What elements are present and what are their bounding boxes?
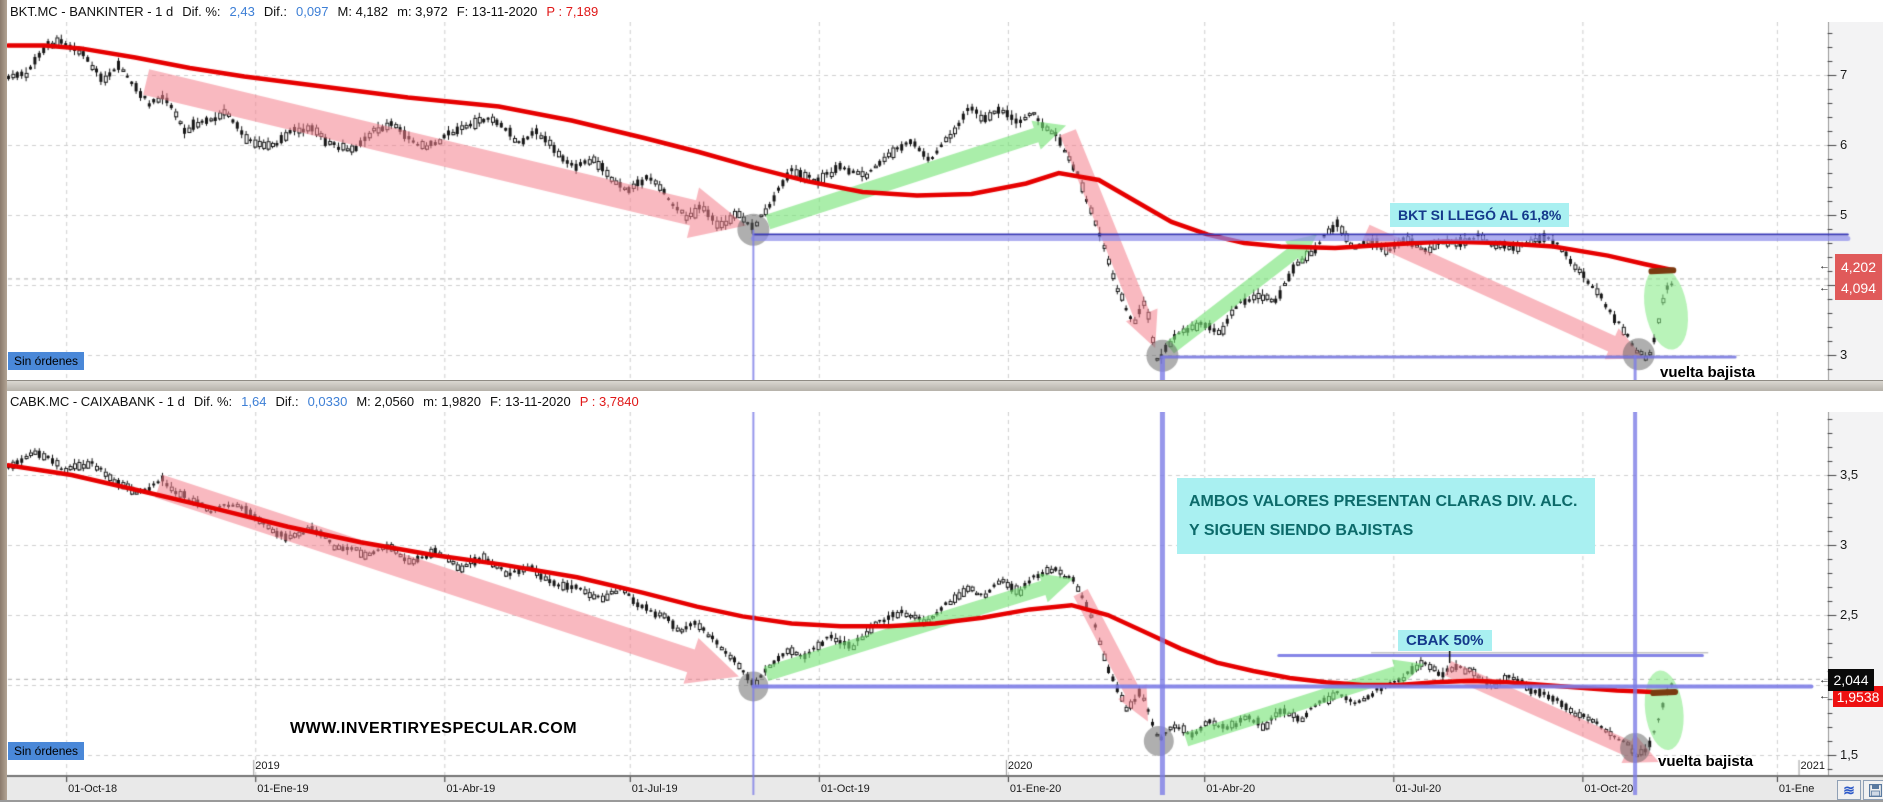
cabk-no-orders-badge[interactable]: Sin órdenes	[8, 742, 85, 760]
header-field: M: 2,0560	[356, 394, 415, 409]
cabk-last-price-badge: 2,044	[1828, 669, 1874, 691]
x-axis-date-label: 01-Jul-19	[631, 783, 678, 795]
bkt-last-price-badge: 4,094	[1835, 276, 1882, 300]
header-field: CABK.MC - CAIXABANK - 1 d	[10, 394, 185, 409]
cbak-fifty-pct-label: CBAK 50%	[1398, 630, 1492, 651]
header-field: 2,43	[229, 4, 255, 19]
header-field: Dif. %:	[193, 394, 233, 409]
x-axis-year-label: 2019	[255, 760, 280, 772]
left-edge-strip	[0, 0, 7, 800]
bkt-ma-price-badge: 4,202	[1835, 254, 1882, 279]
header-field: BKT.MC - BANKINTER - 1 d	[10, 4, 174, 19]
header-field: Dif.:	[275, 394, 299, 409]
cabk-ma-axis-arrow-icon: ←	[1819, 690, 1830, 702]
y-axis-label: 7	[1840, 67, 1848, 82]
header-field: Dif.:	[263, 4, 287, 19]
cabk-header: CABK.MC - CAIXABANK - 1 d Dif. %: 1,64 Dif.…	[10, 391, 1883, 412]
watermark-text: WWW.INVERTIRYESPECULAR.COM	[290, 720, 578, 737]
x-axis-date-label: 01-Ene-20	[1009, 783, 1062, 795]
bkt-ma-axis-arrow-icon: ←	[1819, 260, 1830, 272]
zigzag-icon: ≋	[1843, 781, 1855, 798]
header-field: Dif. %:	[182, 4, 221, 19]
cabk-price-axis-arrow-icon: ←	[1819, 674, 1830, 686]
y-axis-label: 3,5	[1840, 467, 1859, 482]
x-axis-date-label: 01-Abr-20	[1206, 783, 1256, 795]
y-axis-label: 2,5	[1840, 607, 1859, 622]
x-axis-date-label: 01-Ene	[1778, 783, 1815, 795]
header-field: 0,0330	[307, 394, 348, 409]
chart-mode-button[interactable]: ≋	[1837, 780, 1861, 800]
y-axis-label: 5	[1840, 207, 1848, 222]
cabk-chart-canvas[interactable]	[0, 412, 1883, 800]
bkt-vuelta-bajista-label: vuelta bajista	[1660, 364, 1756, 381]
x-axis-date-label: 01-Ene-19	[257, 783, 309, 795]
header-field: P : 7,189	[546, 4, 599, 19]
cabk-vuelta-bajista-label: vuelta bajista	[1658, 753, 1754, 770]
header-field: 1,64	[241, 394, 267, 409]
header-field: 0,097	[295, 4, 329, 19]
bkt-no-orders-badge[interactable]: Sin órdenes	[8, 352, 85, 370]
cabk-ma-price-badge: 1,9538	[1833, 686, 1883, 707]
pane-divider[interactable]	[0, 380, 1883, 391]
divergence-note-box: AMBOS VALORES PRESENTAN CLARAS DIV. ALC.…	[1177, 478, 1595, 554]
bkt-fibonacci-label: BKT SI LLEGÓ AL 61,8%	[1390, 203, 1570, 227]
save-icon	[1868, 783, 1882, 797]
y-axis-label: 1,5	[1840, 747, 1859, 762]
header-field: F: 13-11-2020	[489, 394, 571, 409]
y-axis-label: 3	[1840, 537, 1848, 552]
x-axis-date-label: 01-Oct-20	[1584, 783, 1634, 795]
divergence-note-line2: Y SIGUEN SIENDO BAJISTAS	[1189, 522, 1414, 539]
bkt-price-axis-arrow-icon: ←	[1819, 282, 1830, 294]
bkt-header: BKT.MC - BANKINTER - 1 d Dif. %: 2,43 Dif.:…	[10, 1, 1883, 22]
y-axis-label: 6	[1840, 137, 1848, 152]
x-axis-date-label: 01-Jul-20	[1395, 783, 1442, 795]
x-axis-year-label: 2020	[1007, 760, 1033, 772]
header-field: m: 3,972	[397, 4, 448, 19]
x-axis-date-label: 01-Abr-19	[446, 783, 496, 795]
x-axis-date-label: 01-Oct-19	[820, 783, 870, 795]
save-button[interactable]	[1863, 780, 1883, 800]
header-field: F: 13-11-2020	[456, 4, 538, 19]
header-field: m: 1,9820	[423, 394, 481, 409]
header-field: M: 4,182	[337, 4, 389, 19]
x-axis-year-label: 2021	[1800, 760, 1826, 772]
y-axis-label: 3	[1840, 347, 1848, 362]
bkt-chart-canvas[interactable]	[0, 22, 1883, 380]
divergence-note-line1: AMBOS VALORES PRESENTAN CLARAS DIV. ALC.	[1189, 493, 1578, 510]
header-field: P : 3,7840	[579, 394, 639, 409]
x-axis-date-label: 01-Oct-18	[68, 783, 118, 795]
